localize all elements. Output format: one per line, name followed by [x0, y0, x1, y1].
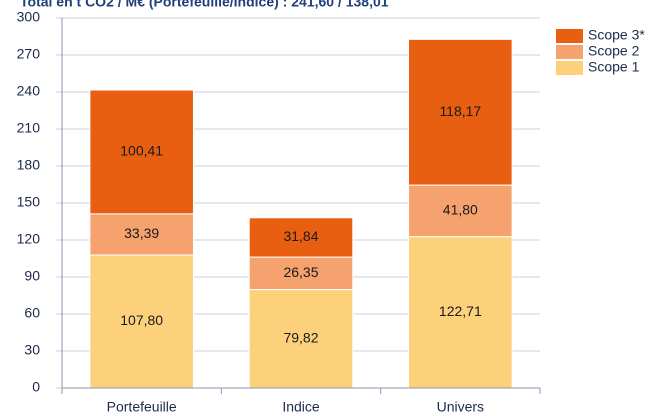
value-label: 79,82: [283, 329, 318, 345]
y-tick-label: 30: [24, 342, 40, 358]
y-tick-label: 90: [24, 268, 40, 284]
bar-segment: [408, 38, 513, 186]
bar-segment: [89, 89, 194, 215]
bar-segment: [89, 254, 194, 389]
y-tick-label: 210: [17, 120, 41, 136]
bar-segment: [248, 256, 354, 291]
value-label: 33,39: [124, 225, 159, 241]
y-tick-label: 240: [17, 83, 41, 99]
value-label: 122,71: [439, 303, 482, 319]
value-label: 26,35: [283, 264, 318, 280]
value-label: 107,80: [120, 312, 163, 328]
value-label: 31,84: [283, 228, 318, 244]
x-tick-label: Indice: [282, 399, 320, 415]
legend-swatch: [556, 61, 583, 75]
value-label: 41,80: [443, 202, 478, 218]
y-tick-label: 180: [17, 157, 41, 173]
legend-label: Scope 1: [588, 59, 640, 75]
legend-label: Scope 2: [588, 43, 640, 59]
value-label: 118,17: [439, 103, 481, 119]
x-tick-label: Portefeuille: [107, 399, 177, 415]
bar-segment: [408, 184, 513, 238]
y-tick-label: 300: [17, 9, 41, 25]
y-tick-label: 270: [17, 46, 41, 62]
bar-segment: [248, 217, 354, 258]
y-tick-label: 0: [32, 379, 40, 395]
y-tick-label: 120: [17, 231, 41, 247]
y-tick-label: 60: [24, 305, 40, 321]
x-tick-label: Univers: [437, 399, 484, 415]
chart-title: Total en t CO2 / M€ (Portefeuille/Indice…: [20, 0, 389, 10]
y-tick-label: 150: [17, 194, 41, 210]
legend-swatch: [556, 45, 583, 59]
legend-swatch: [556, 29, 583, 43]
legend-label: Scope 3*: [588, 27, 645, 43]
value-label: 100,41: [120, 143, 163, 159]
bar-segment: [408, 236, 513, 389]
